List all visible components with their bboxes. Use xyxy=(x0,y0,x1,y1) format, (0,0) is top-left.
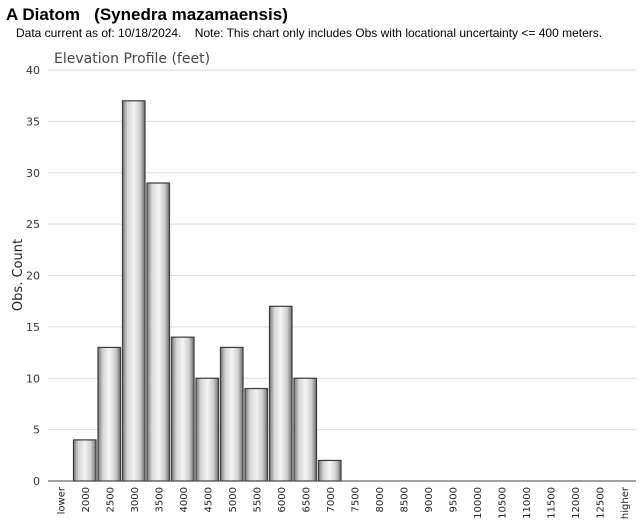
x-axis-ticks: lower 2000 2500 3000 3500 4000 4500 5000 5500 600… xyxy=(56,486,631,519)
y-tick-label: 40 xyxy=(26,64,40,77)
y-tick-label: 5 xyxy=(33,424,40,437)
x-tick-label: 10500 xyxy=(497,487,508,519)
x-tick-label: 6500 xyxy=(301,487,312,512)
x-tick-label: 6000 xyxy=(277,487,288,512)
bar-4500 xyxy=(195,377,220,482)
x-tick-label: 7000 xyxy=(326,487,337,512)
bar-3000 xyxy=(121,100,146,482)
x-tick-label: higher xyxy=(620,486,631,519)
x-tick-label: 12000 xyxy=(571,487,582,519)
y-tick-label: 10 xyxy=(26,372,40,385)
y-axis-ticks: 0 5 10 15 20 25 30 35 40 xyxy=(26,64,40,488)
x-tick-label: 5000 xyxy=(228,487,239,512)
x-tick-label: 8000 xyxy=(375,487,386,512)
x-tick-label: 3500 xyxy=(154,487,165,512)
x-tick-label: 9500 xyxy=(448,487,459,512)
x-tick-label: 7500 xyxy=(350,487,361,512)
x-tick-label: 4000 xyxy=(179,487,190,512)
bars xyxy=(72,100,342,482)
x-tick-label: 10000 xyxy=(473,487,484,519)
y-tick-label: 25 xyxy=(26,218,40,231)
bar-5000 xyxy=(219,346,244,482)
y-tick-label: 20 xyxy=(26,270,40,283)
bar-2500 xyxy=(97,346,122,482)
bar-6500 xyxy=(293,377,318,482)
chart-header-title: A Diatom (Synedra mazamaensis) xyxy=(6,5,288,24)
bar-2000 xyxy=(72,439,97,482)
y-axis-title: Obs. Count xyxy=(11,239,26,311)
bar-6000 xyxy=(268,305,293,482)
x-tick-label: lower xyxy=(56,486,67,514)
y-tick-label: 0 xyxy=(33,475,40,488)
bar-7000 xyxy=(317,459,342,482)
gridlines xyxy=(48,69,636,431)
x-tick-label: 12500 xyxy=(595,487,606,519)
chart-header-note: Data current as of: 10/18/2024. Note: Th… xyxy=(16,26,603,40)
x-tick-label: 9000 xyxy=(424,487,435,512)
x-tick-label: 11500 xyxy=(546,487,557,519)
chart-title: Elevation Profile (feet) xyxy=(54,51,210,67)
bar-4000 xyxy=(170,336,195,482)
x-tick-label: 4500 xyxy=(203,487,214,512)
x-tick-label: 2500 xyxy=(105,487,116,512)
y-tick-label: 30 xyxy=(26,167,40,180)
x-tick-label: 8500 xyxy=(399,487,410,512)
y-tick-label: 35 xyxy=(26,115,40,128)
x-tick-label: 2000 xyxy=(81,487,92,512)
bar-3500 xyxy=(146,182,171,482)
bar-5500 xyxy=(244,387,269,482)
x-tick-label: 3000 xyxy=(130,487,141,512)
y-tick-label: 15 xyxy=(26,321,40,334)
x-tick-label: 11000 xyxy=(522,487,533,519)
x-tick-label: 5500 xyxy=(252,487,263,512)
